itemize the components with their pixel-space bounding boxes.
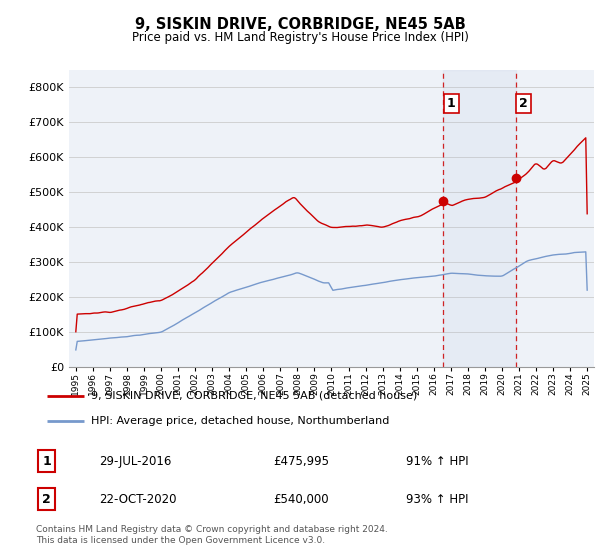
Text: 9, SISKIN DRIVE, CORBRIDGE, NE45 5AB (detached house): 9, SISKIN DRIVE, CORBRIDGE, NE45 5AB (de…: [91, 391, 418, 401]
Text: 2: 2: [42, 493, 51, 506]
Text: 9, SISKIN DRIVE, CORBRIDGE, NE45 5AB: 9, SISKIN DRIVE, CORBRIDGE, NE45 5AB: [134, 17, 466, 32]
Text: 29-JUL-2016: 29-JUL-2016: [100, 455, 172, 468]
Text: 1: 1: [42, 455, 51, 468]
Text: 93% ↑ HPI: 93% ↑ HPI: [406, 493, 468, 506]
Text: 2: 2: [519, 97, 528, 110]
Text: 1: 1: [447, 97, 455, 110]
Text: £475,995: £475,995: [274, 455, 329, 468]
Text: 91% ↑ HPI: 91% ↑ HPI: [406, 455, 468, 468]
Text: Price paid vs. HM Land Registry's House Price Index (HPI): Price paid vs. HM Land Registry's House …: [131, 31, 469, 44]
Text: £540,000: £540,000: [274, 493, 329, 506]
Text: Contains HM Land Registry data © Crown copyright and database right 2024.
This d: Contains HM Land Registry data © Crown c…: [36, 525, 388, 545]
Text: HPI: Average price, detached house, Northumberland: HPI: Average price, detached house, Nort…: [91, 416, 390, 426]
Text: 22-OCT-2020: 22-OCT-2020: [100, 493, 177, 506]
Bar: [443, 70, 515, 367]
